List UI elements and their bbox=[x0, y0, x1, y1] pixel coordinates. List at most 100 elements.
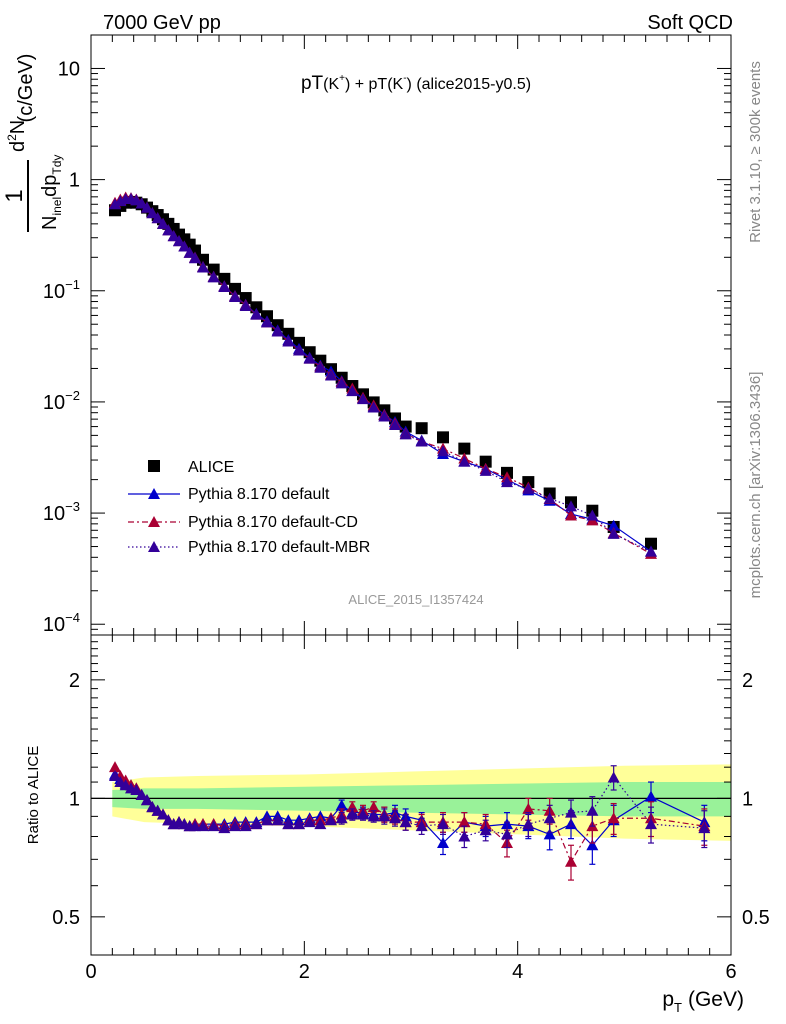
alice-data-point bbox=[479, 455, 492, 468]
alice-data-point bbox=[229, 282, 241, 295]
ratio-point-2 bbox=[607, 771, 620, 783]
ratio-point-2 bbox=[437, 818, 449, 830]
mc-point-3 bbox=[335, 377, 348, 389]
alice-data-point bbox=[415, 422, 428, 435]
mc-point-3 bbox=[522, 482, 535, 494]
main-ytick-label: 10 bbox=[58, 58, 80, 80]
mc-point-3 bbox=[135, 197, 148, 209]
ratio-axis-ticks: 0.5 0.5 1 1 2 2 0 2 4 6 bbox=[52, 635, 770, 983]
ratio-point-2 bbox=[335, 812, 348, 824]
alice-data-point bbox=[218, 272, 231, 285]
ratio-point-2 bbox=[271, 814, 284, 826]
legend-entry-mbr: Pythia 8.170 default-MBR bbox=[128, 539, 370, 556]
ratio-point-2 bbox=[109, 769, 121, 781]
mc-point-3 bbox=[207, 271, 220, 283]
main-ytick-label: 10−2 bbox=[43, 388, 80, 414]
mc-point-3 bbox=[357, 393, 369, 405]
ylabel-denominator: NineldpTdy bbox=[39, 155, 64, 230]
legend-marker-mbr bbox=[148, 541, 160, 552]
ratio-point-1 bbox=[522, 802, 535, 814]
legend-entry-alice: ALICE bbox=[148, 459, 234, 476]
ratio-point-2 bbox=[698, 822, 711, 834]
ratio-series bbox=[109, 761, 711, 881]
ratio-point-2 bbox=[314, 818, 327, 830]
ratio-point-0 bbox=[335, 799, 348, 811]
ratio-point-1 bbox=[458, 816, 471, 828]
mc-point-3 bbox=[543, 492, 556, 504]
legend-label-cd: Pythia 8.170 default-CD bbox=[188, 514, 358, 531]
ratio-point-0 bbox=[586, 839, 599, 851]
mcplots-label: mcplots.cern.ch [arXiv:1306.3436] bbox=[747, 372, 764, 599]
mc-point-3 bbox=[146, 207, 159, 219]
ratio-point-2 bbox=[189, 820, 201, 832]
mc-point-3 bbox=[367, 401, 380, 413]
ratio-point-2 bbox=[303, 816, 316, 828]
legend-label-mbr: Pythia 8.170 default-MBR bbox=[188, 539, 370, 556]
ratio-point-0 bbox=[437, 837, 449, 849]
ratio-point-2 bbox=[197, 820, 209, 832]
alice-data-point bbox=[189, 244, 201, 257]
mc-point-3 bbox=[167, 230, 180, 242]
alice-data-point bbox=[239, 292, 252, 305]
ratio-point-2 bbox=[378, 810, 391, 822]
mc-point-3 bbox=[197, 261, 209, 273]
ratio-point-2 bbox=[135, 788, 148, 800]
ratio-point-2 bbox=[501, 828, 513, 840]
mc-point-3 bbox=[325, 369, 337, 381]
main-ytick-label: 10−4 bbox=[43, 610, 80, 636]
ylabel-units: (c/GeV) bbox=[15, 54, 37, 123]
ratio-point-2 bbox=[458, 830, 471, 842]
mc-point-3 bbox=[151, 212, 164, 224]
ratio-point-0 bbox=[543, 828, 556, 840]
legend-marker-alice bbox=[148, 460, 160, 472]
ratio-point-0 bbox=[645, 790, 657, 802]
main-axis-ticks: 10 1 10−1 10−2 10−3 10−4 bbox=[43, 34, 732, 636]
watermark: ALICE_2015_I1357424 bbox=[348, 592, 483, 607]
mc-point-3 bbox=[178, 240, 191, 252]
x-axis-label: pT (GeV) bbox=[662, 988, 744, 1015]
ratio-point-2 bbox=[543, 812, 556, 824]
ratio-point-2 bbox=[479, 824, 492, 836]
mc-point-3 bbox=[346, 385, 359, 397]
ratio-point-2 bbox=[229, 820, 241, 832]
mc-point-3 bbox=[607, 527, 620, 539]
ratio-point-2 bbox=[522, 818, 535, 830]
xtick-label: 0 bbox=[85, 961, 96, 983]
ratio-point-2 bbox=[207, 820, 220, 832]
mc-point-3 bbox=[239, 299, 252, 311]
ratio-plot-panel: 0.5 0.5 1 1 2 2 0 2 4 6 Ratio to ALICE pT (GeV) bbox=[25, 634, 770, 1015]
rivet-label: Rivet 3.1.10, ≥ 300k events bbox=[747, 61, 764, 243]
mc-point-3 bbox=[157, 217, 169, 229]
mc-point-2 bbox=[565, 509, 577, 521]
ratio-ytick-label-right: 0.5 bbox=[742, 907, 770, 929]
main-ylabel: 1 d2N NineldpTdy (c/GeV) bbox=[1, 54, 64, 232]
main-ytick-label: 1 bbox=[69, 170, 80, 192]
ratio-ytick-label: 0.5 bbox=[52, 907, 80, 929]
mc-point-3 bbox=[303, 352, 316, 364]
ratio-point-1 bbox=[607, 812, 620, 824]
mc-point-3 bbox=[183, 246, 196, 258]
ratio-ylabel: Ratio to ALICE bbox=[25, 746, 42, 844]
mc-point-3 bbox=[501, 476, 513, 488]
legend: ALICE Pythia 8.170 default Pythia 8.170 … bbox=[128, 459, 370, 556]
ratio-point-2 bbox=[130, 784, 143, 796]
legend-label-alice: ALICE bbox=[188, 459, 234, 476]
mc-point-3 bbox=[586, 509, 599, 521]
mc-point-3 bbox=[218, 281, 231, 293]
mc-point-3 bbox=[399, 428, 412, 440]
mc-point-3 bbox=[437, 445, 449, 457]
mc-point-3 bbox=[458, 455, 471, 467]
ratio-point-2 bbox=[367, 810, 380, 822]
ratio-point-2 bbox=[399, 816, 412, 828]
ratio-point-1 bbox=[565, 855, 577, 867]
ratio-point-2 bbox=[250, 818, 263, 830]
mc-point-3 bbox=[250, 308, 263, 320]
mc-point-3 bbox=[378, 410, 391, 422]
legend-label-default: Pythia 8.170 default bbox=[188, 486, 330, 503]
mc-point-3 bbox=[314, 361, 327, 373]
ratio-ytick-label-right: 1 bbox=[742, 788, 753, 810]
mc-point-3 bbox=[271, 325, 284, 337]
mc-point-3 bbox=[645, 545, 657, 557]
main-plot-frame bbox=[90, 34, 732, 636]
